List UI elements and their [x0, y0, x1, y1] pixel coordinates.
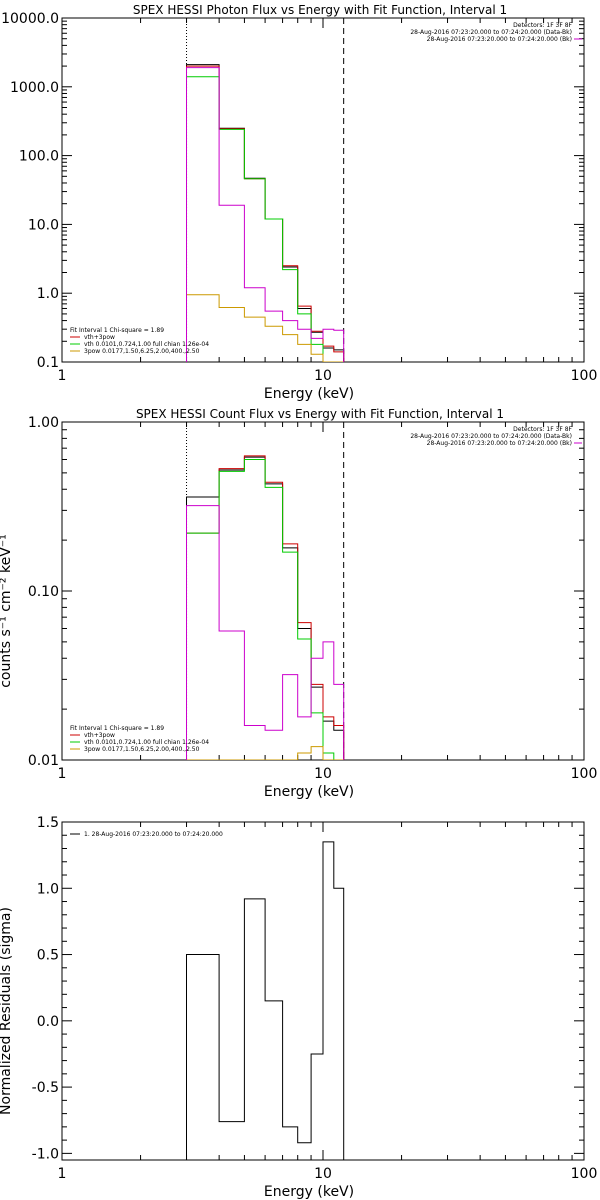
series-3-histogram — [186, 459, 344, 760]
y-tick-label: 100.0 — [19, 149, 59, 165]
x-axis-label: Energy (keV) — [264, 1184, 354, 1200]
legend-entry: 28-Aug-2016 07:23:20.000 to 07:24:20.000… — [410, 433, 572, 440]
x-tick-label: 10 — [314, 368, 332, 384]
x-tick-label: 100 — [571, 1166, 598, 1182]
x-tick-label: 100 — [571, 766, 598, 782]
series-2-histogram — [186, 65, 345, 362]
y-axis-label: counts s⁻¹ cm⁻² keV⁻¹ — [0, 534, 14, 688]
y-axis-label: Normalized Residuals (sigma) — [0, 907, 14, 1115]
legend-entry: Detectors: 1F 3F 8F — [513, 426, 572, 433]
y-tick-label: 0.0 — [37, 1014, 59, 1030]
chart-title: SPEX HESSI Count Flux vs Energy with Fit… — [136, 407, 504, 421]
y-tick-label: -1.0 — [32, 1146, 59, 1162]
fit-legend-title: Fit Interval 1 Chi-square = 1.89 — [70, 327, 164, 334]
legend-entry: 1. 28-Aug-2016 07:23:20.000 to 07:24:20.… — [84, 831, 223, 838]
y-tick-label: 0.01 — [28, 753, 59, 769]
fit-legend-entry: vth+3pow — [84, 732, 115, 739]
x-tick-label: 1 — [58, 368, 67, 384]
fit-legend-entry: vth+3pow — [84, 334, 115, 341]
y-tick-label: 1.00 — [28, 415, 59, 431]
series-5-histogram — [186, 505, 345, 760]
series-4-histogram — [186, 746, 344, 760]
y-tick-label: 1.0 — [37, 881, 59, 897]
y-tick-label: 0.1 — [37, 355, 59, 371]
y-tick-label: 1.5 — [37, 815, 59, 831]
fit-legend-entry: vth 0.0101,0.724,1.00 full chian 1.26e-0… — [84, 739, 209, 746]
y-tick-label: 10000.0 — [1, 11, 59, 27]
fit-legend-entry: 3pow 0.0177,1.50,6.25,2.00,400.,2.50 — [84, 746, 200, 753]
x-tick-label: 1 — [58, 1166, 67, 1182]
legend-entry: 28-Aug-2016 07:23:20.000 to 07:24:20.000… — [410, 29, 572, 36]
fit-legend-title: Fit Interval 1 Chi-square = 1.89 — [70, 725, 164, 732]
x-tick-label: 1 — [58, 766, 67, 782]
y-tick-label: 0.10 — [28, 584, 59, 600]
plot-frame — [61, 17, 585, 363]
x-axis-label: Energy (keV) — [264, 784, 354, 800]
series-1-histogram — [186, 841, 345, 1160]
series-1-histogram — [186, 64, 345, 362]
x-tick-label: 10 — [314, 1166, 332, 1182]
series-2-histogram — [186, 455, 345, 760]
series-1-histogram — [186, 456, 345, 760]
y-tick-label: 10.0 — [28, 217, 59, 233]
x-tick-label: 10 — [314, 766, 332, 782]
y-tick-label: 1.0 — [37, 286, 59, 302]
legend-entry: 28-Aug-2016 07:23:20.000 to 07:24:20.000… — [427, 440, 572, 447]
plot-data — [186, 841, 345, 1160]
chart-title: SPEX HESSI Photon Flux vs Energy with Fi… — [133, 3, 507, 17]
series-4-histogram — [186, 294, 344, 362]
fit-legend-entry: 3pow 0.0177,1.50,6.25,2.00,400.,2.50 — [84, 348, 200, 355]
y-tick-label: 1000.0 — [10, 80, 59, 96]
panel-3 — [61, 821, 585, 1161]
fit-legend-entry: vth 0.0101,0.724,1.00 full chian 1.26e-0… — [84, 341, 209, 348]
x-axis-label: Energy (keV) — [264, 386, 354, 402]
plot-data — [186, 422, 345, 760]
x-tick-label: 100 — [571, 368, 598, 384]
legend-entry: Detectors: 1F 3F 8F — [513, 22, 572, 29]
plot-data — [186, 18, 345, 362]
series-5-histogram — [186, 67, 345, 362]
panel-1 — [61, 17, 585, 363]
panel-2 — [61, 421, 585, 761]
legend-entry: 28-Aug-2016 07:23:20.000 to 07:24:20.000… — [427, 36, 572, 43]
y-tick-label: 0.5 — [37, 948, 59, 964]
y-tick-label: -0.5 — [32, 1080, 59, 1096]
